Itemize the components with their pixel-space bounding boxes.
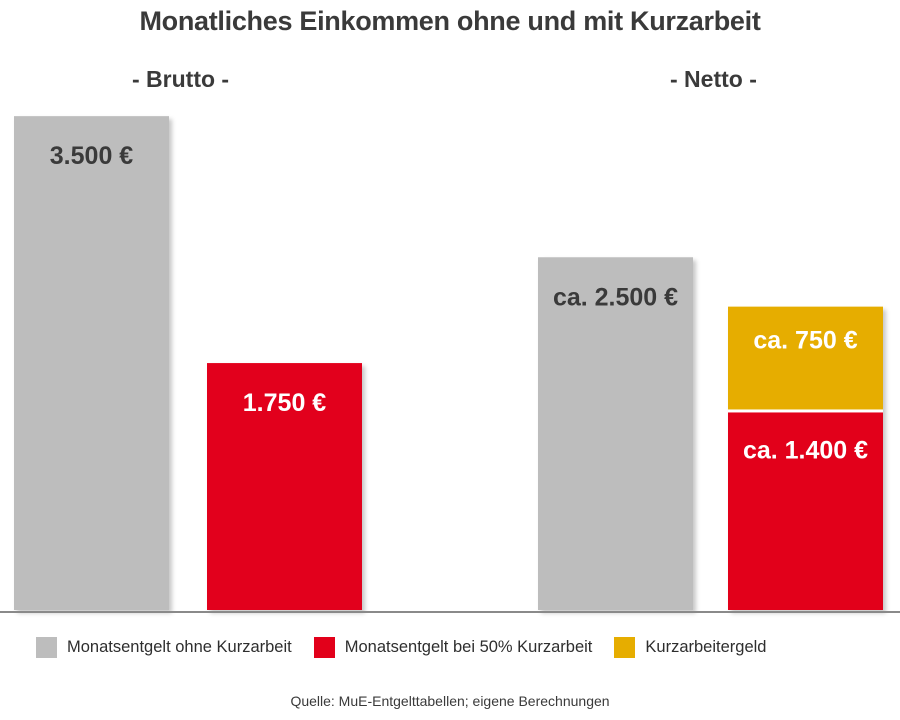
legend: Monatsentgelt ohne Kurzarbeit Monatsentg… (36, 636, 788, 658)
bar-segment (728, 306, 883, 410)
chart-title: Monatliches Einkommen ohne und mit Kurza… (139, 6, 761, 36)
bars-layer: 3.500 € 1.750 € ca. 2.500 € ca. 1.400 € ca. … (14, 116, 883, 611)
bar (14, 116, 169, 611)
bar (538, 257, 693, 610)
bar-segment (728, 412, 883, 610)
legend-item-ohne-kurzarbeit: Monatsentgelt ohne Kurzarbeit (36, 636, 292, 658)
legend-label: Kurzarbeitergeld (645, 637, 767, 656)
legend-item-bei-kurzarbeit: Monatsentgelt bei 50% Kurzarbeit (313, 636, 593, 658)
bar-value-label: ca. 2.500 € (553, 283, 678, 311)
legend-swatch-yellow (614, 636, 636, 658)
source-note: Quelle: MuE-Entgelttabellen; eigene Bere… (290, 693, 610, 709)
bar-value-label: 1.750 € (243, 389, 327, 417)
bar-value-label: ca. 1.400 € (743, 436, 868, 464)
legend-swatch-grey (36, 636, 57, 658)
bar-value-label: ca. 750 € (753, 327, 857, 355)
group-label-brutto: - Brutto - (132, 66, 230, 92)
legend-item-kurzarbeitergeld: Kurzarbeitergeld (614, 636, 767, 658)
legend-label: Monatsentgelt ohne Kurzarbeit (67, 637, 292, 656)
bar-chart: 3.500 € 1.750 € ca. 2.500 € ca. 1.400 € ca. … (0, 116, 900, 613)
bar (207, 363, 362, 610)
bar-value-label: 3.500 € (50, 142, 134, 170)
legend-label: Monatsentgelt bei 50% Kurzarbeit (344, 637, 593, 656)
legend-swatch-red (313, 636, 335, 658)
group-label-netto: - Netto - (670, 66, 757, 92)
